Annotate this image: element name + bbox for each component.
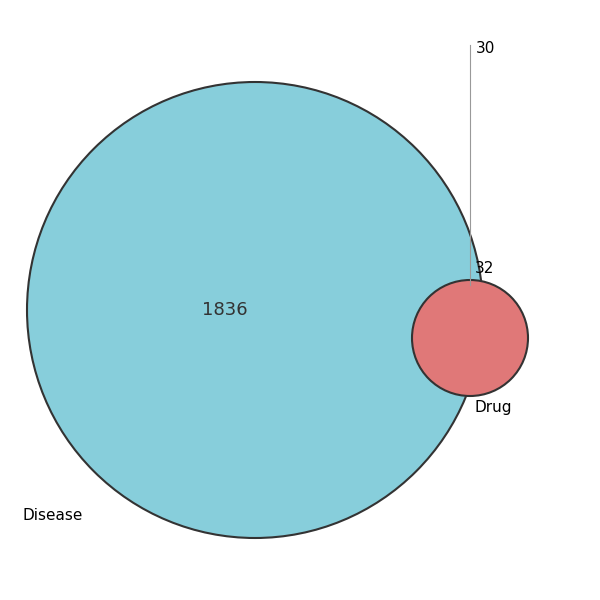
Circle shape: [412, 280, 528, 396]
Text: 30: 30: [476, 41, 496, 56]
Text: 32: 32: [475, 261, 494, 276]
Circle shape: [27, 82, 483, 538]
Text: Disease: Disease: [22, 508, 82, 523]
Text: Drug: Drug: [475, 400, 512, 415]
Text: 1836: 1836: [202, 301, 248, 319]
